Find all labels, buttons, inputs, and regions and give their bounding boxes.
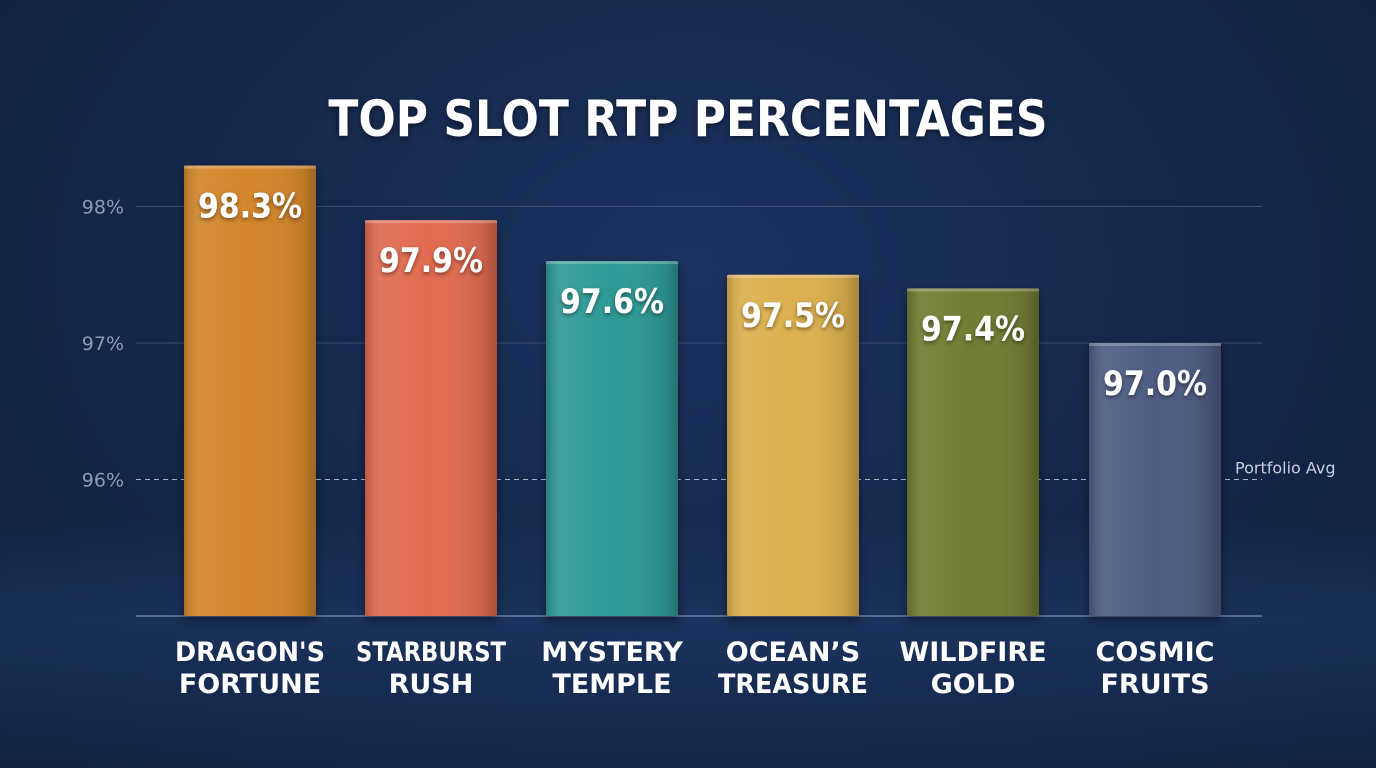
bar-top-highlight	[907, 288, 1039, 292]
x-tick-label: STARBURST	[356, 637, 506, 668]
bar-shading	[1089, 343, 1221, 616]
bar-group	[727, 274, 859, 616]
x-tick-label: RUSH	[389, 669, 474, 700]
bar-group	[546, 261, 678, 616]
x-tick-label: TEMPLE	[552, 669, 671, 700]
x-tick-label: WILDFIRE	[899, 637, 1046, 668]
x-tick-label: MYSTERY	[541, 637, 683, 668]
chart-title: TOP SLOT RTP PERCENTAGES	[328, 90, 1048, 148]
y-tick-label: 96%	[82, 470, 124, 492]
x-tick-label: COSMIC	[1096, 637, 1215, 668]
bar-value-label: 97.4%	[921, 309, 1025, 349]
x-tick-label: OCEAN’S	[726, 637, 860, 668]
x-tick-label: DRAGON'S	[175, 637, 325, 668]
bar-value-label: 97.5%	[741, 296, 845, 336]
labels: 96% 97% 98% Portfolio Avg 98.3% DRAGON'SFORTU…	[82, 187, 1336, 700]
x-tick-label: FORTUNE	[179, 669, 321, 700]
y-tick-label: 97%	[82, 333, 124, 355]
bar-shading	[546, 261, 678, 616]
bar-group	[365, 220, 497, 616]
bar-group	[907, 288, 1039, 616]
bar-group	[1089, 343, 1221, 616]
x-tick-label: TREASURE	[718, 669, 868, 700]
bar-top-highlight	[365, 220, 497, 224]
reference-line-label: Portfolio Avg	[1235, 459, 1336, 478]
bar-top-highlight	[546, 261, 678, 265]
bars	[184, 165, 1221, 617]
bar-shading	[184, 165, 316, 617]
bar-top-highlight	[184, 165, 316, 169]
bar-value-label: 97.9%	[379, 241, 483, 281]
grid-lines	[136, 206, 1262, 617]
y-tick-label: 98%	[82, 197, 124, 219]
bar-shading	[907, 288, 1039, 616]
bar-shading	[727, 274, 859, 616]
bar-value-label: 97.6%	[560, 282, 664, 322]
x-tick-label: GOLD	[931, 669, 1016, 700]
bar-top-highlight	[727, 274, 859, 278]
bar-shading	[365, 220, 497, 616]
bar-group	[184, 165, 316, 617]
bar-value-label: 97.0%	[1103, 364, 1207, 404]
bar-top-highlight	[1089, 343, 1221, 346]
bar-value-label: 98.3%	[198, 187, 302, 227]
x-tick-label: FRUITS	[1100, 669, 1209, 700]
